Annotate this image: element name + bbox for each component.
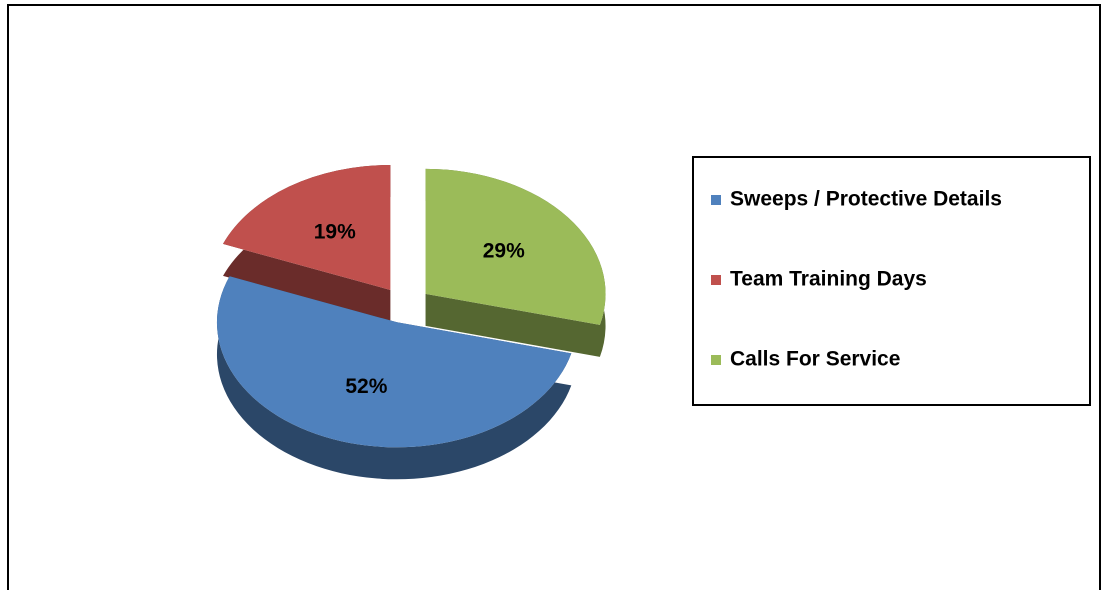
data-label: 19% (314, 221, 356, 244)
data-label: 29% (483, 239, 525, 262)
slice (216, 276, 572, 448)
slice (425, 168, 606, 325)
slice (223, 164, 391, 290)
legend-label: Team Training Days (730, 268, 927, 291)
data-label: 52% (345, 375, 387, 398)
legend-swatch (711, 195, 721, 205)
legend-label: Sweeps / Protective Details (730, 188, 1002, 211)
legend-box (692, 156, 1091, 406)
legend-swatch (711, 275, 721, 285)
legend-swatch (711, 355, 721, 365)
legend-label: Calls For Service (730, 348, 900, 371)
legend: Sweeps / Protective Details Team Training… (692, 156, 1091, 406)
frame (7, 4, 1101, 590)
